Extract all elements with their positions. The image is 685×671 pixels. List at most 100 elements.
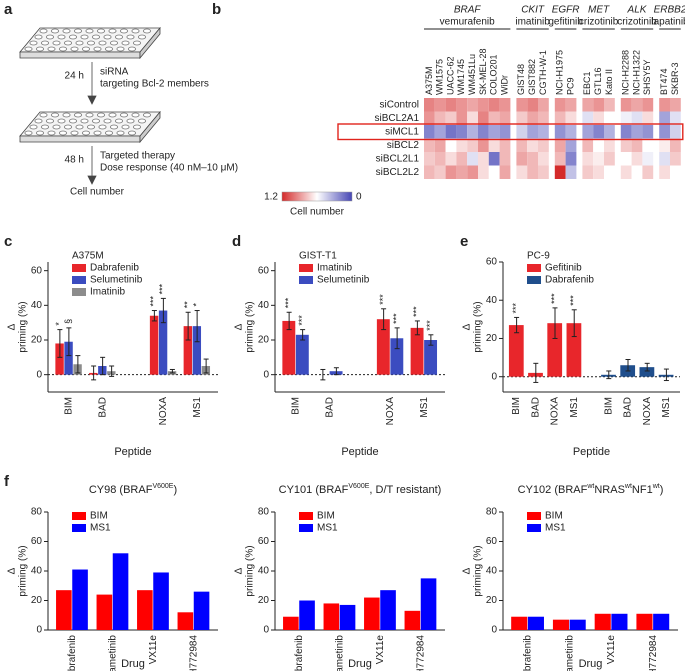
bar	[177, 612, 194, 630]
well	[57, 118, 66, 124]
heat-cell	[538, 125, 549, 139]
column-label: COLO201	[489, 54, 499, 95]
well	[121, 40, 130, 46]
column-label: GIST48	[516, 64, 526, 95]
heat-cell	[593, 125, 604, 139]
title-part: , D/T resistant)	[369, 484, 441, 496]
well	[59, 46, 68, 52]
bar	[611, 613, 628, 630]
error-bar	[333, 367, 339, 376]
well	[75, 40, 84, 46]
y-tick-label: 60	[31, 265, 43, 276]
x-tick-label: VX11e	[606, 635, 617, 665]
column-label: SKBR-3	[670, 62, 680, 95]
well	[126, 34, 135, 40]
well	[36, 130, 45, 136]
x-tick-label: MS1	[419, 397, 430, 418]
well	[82, 130, 91, 136]
group-gene: MET	[588, 5, 610, 16]
heat-cell	[631, 138, 643, 152]
chart-title: A375M	[72, 251, 104, 262]
plate-side	[139, 110, 161, 144]
title-part: NRAS	[594, 484, 625, 496]
error-bar	[91, 365, 97, 381]
step-text: siRNA	[100, 67, 129, 78]
panel-label: f	[4, 473, 10, 490]
heat-cell	[582, 125, 594, 139]
error-bar	[194, 310, 200, 343]
title-part: )	[173, 484, 177, 496]
legend-swatch	[72, 264, 86, 272]
well	[62, 112, 71, 118]
x-tick-label: MS1	[661, 397, 672, 418]
x-tick-label: NOXA	[385, 397, 396, 426]
legend-label: MS1	[545, 523, 566, 534]
significance: ***	[158, 283, 168, 294]
well	[46, 34, 55, 40]
heat-cell	[593, 98, 604, 112]
legend-label: Selumetinib	[317, 275, 370, 286]
heat-cell	[499, 152, 511, 166]
well	[87, 124, 96, 130]
heat-cell	[604, 152, 615, 166]
well	[110, 40, 119, 46]
heat-cell	[467, 138, 478, 152]
heat-cell	[445, 125, 457, 139]
y-tick-label: 40	[258, 566, 270, 577]
well	[52, 124, 61, 130]
wells	[24, 28, 151, 136]
column-label: WM451Lu	[467, 54, 477, 95]
bar	[112, 553, 129, 630]
x-tick-label: BAD	[623, 397, 634, 418]
heat-cell	[516, 98, 528, 112]
x-tick-label: MS1	[192, 397, 203, 418]
x-axis-label: Peptide	[341, 446, 378, 458]
step-time: 24 h	[65, 71, 84, 82]
heat-cell	[642, 125, 654, 139]
bar	[339, 604, 356, 630]
heat-cell	[478, 98, 489, 112]
heat-cell	[670, 98, 681, 112]
title-part: CY101 (BRAF	[279, 484, 349, 496]
error-bar	[109, 365, 115, 377]
y-tick-label: 40	[486, 295, 498, 306]
panel-label: e	[460, 233, 468, 250]
step-text: Targeted therapy	[100, 151, 175, 162]
legend-label: MS1	[90, 523, 111, 534]
error-bar	[185, 311, 191, 341]
heat-cell	[620, 152, 632, 166]
heat-cell	[467, 125, 478, 139]
heat-cell	[434, 98, 446, 112]
heat-cell	[593, 111, 604, 125]
significance: ***	[511, 302, 521, 313]
well	[110, 124, 119, 130]
y-tick-label: 0	[36, 369, 42, 380]
column-label: NCI-H1322	[631, 50, 641, 95]
well	[41, 124, 50, 130]
well	[75, 124, 84, 130]
heat-cell	[593, 152, 604, 166]
title-part: CY98 (BRAF	[89, 484, 153, 496]
heat-cell	[670, 111, 681, 125]
heat-cell	[565, 152, 577, 166]
legend-label: Imatinib	[90, 287, 125, 298]
well	[46, 118, 55, 124]
y-tick-label: 20	[486, 595, 498, 606]
x-tick-label: Trametinib	[107, 635, 118, 671]
heat-cell	[538, 165, 549, 179]
legend-label: Gefitinib	[545, 263, 582, 274]
schematic	[19, 26, 161, 185]
heat-cell	[538, 111, 549, 125]
heat-cell	[593, 165, 604, 179]
group-drug: imatinib	[515, 17, 550, 28]
bar	[137, 590, 153, 630]
heat-cell	[565, 125, 577, 139]
legend-label: MS1	[317, 523, 338, 534]
well	[34, 118, 43, 124]
well	[131, 112, 140, 118]
heat-cell	[516, 152, 528, 166]
x-tick-label: VX11e	[375, 635, 386, 665]
significance: ***	[149, 296, 159, 307]
bar	[380, 590, 396, 630]
